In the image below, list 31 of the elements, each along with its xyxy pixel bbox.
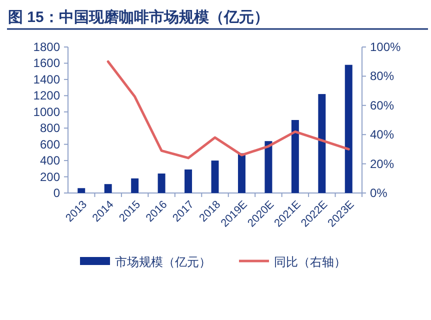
bar — [211, 160, 219, 193]
y2-tick-label: 80% — [370, 69, 394, 84]
legend-label: 市场规模（亿元） — [115, 255, 211, 269]
y-tick-label: 0 — [53, 186, 60, 200]
y-tick-label: 600 — [40, 137, 60, 152]
y-tick-label: 1600 — [33, 56, 60, 70]
y2-tick-label: 20% — [370, 156, 394, 171]
bar — [104, 184, 112, 193]
bar — [291, 120, 299, 193]
y-tick-label: 400 — [40, 154, 60, 168]
y2-tick-label: 100% — [370, 40, 402, 54]
bar — [344, 64, 352, 193]
chart-title: 图 15：中国现磨咖啡市场规模（亿元） — [8, 8, 269, 26]
bar — [318, 94, 326, 193]
y-tick-label: 1800 — [33, 40, 60, 54]
line-series — [106, 60, 350, 160]
bar — [238, 153, 246, 193]
y2-tick-label: 0% — [370, 186, 388, 200]
y-tick-label: 1200 — [33, 88, 60, 103]
bar — [131, 178, 139, 193]
y-tick-label: 1400 — [33, 72, 60, 86]
y-tick-label: 200 — [40, 170, 60, 184]
y-tick-label: 800 — [40, 121, 60, 136]
bar — [264, 141, 272, 193]
bar — [78, 188, 86, 193]
y2-tick-label: 60% — [370, 98, 394, 112]
bar — [158, 174, 166, 193]
bar — [184, 169, 192, 193]
y-tick-label: 1000 — [33, 104, 60, 119]
y2-tick-label: 40% — [370, 128, 394, 142]
legend-label: 同比（右轴） — [274, 255, 346, 269]
